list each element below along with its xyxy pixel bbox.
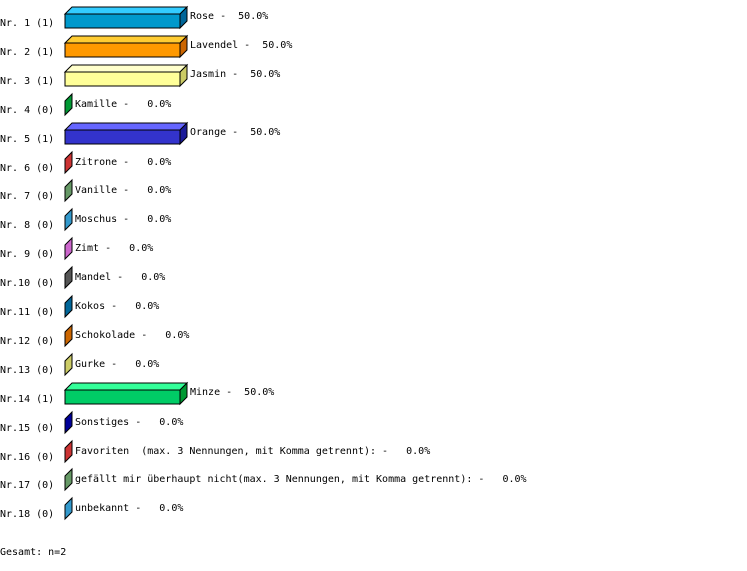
row-label: Nr.18 (0) xyxy=(0,509,54,520)
bar-side xyxy=(64,178,73,203)
row-label: Nr.13 (0) xyxy=(0,365,54,376)
bar-side xyxy=(64,92,73,117)
row-label: Nr. 3 (1) xyxy=(0,76,54,87)
row-label: Nr.17 (0) xyxy=(0,480,54,491)
bar-top xyxy=(63,382,189,391)
bar-side xyxy=(64,439,73,464)
bar-side xyxy=(64,410,73,435)
bar-side xyxy=(64,352,73,377)
bar-side xyxy=(64,236,73,261)
data-label: Rose - 50.0% xyxy=(190,11,268,22)
data-label: Sonstiges - 0.0% xyxy=(75,417,183,428)
bar-side xyxy=(179,381,188,406)
data-label: Schokolade - 0.0% xyxy=(75,330,189,341)
bar-side xyxy=(64,467,73,492)
bar-top xyxy=(63,122,189,131)
bar-side xyxy=(179,63,188,88)
bar-top xyxy=(63,35,189,44)
bar-top xyxy=(63,64,189,73)
row-label: Nr. 5 (1) xyxy=(0,134,54,145)
bar-side xyxy=(64,150,73,175)
data-label: Jasmin - 50.0% xyxy=(190,69,280,80)
bar-side xyxy=(179,5,188,30)
bar-front xyxy=(64,42,181,58)
bar-front xyxy=(64,129,181,145)
bar-side xyxy=(64,294,73,319)
bar-front xyxy=(64,389,181,405)
row-label: Nr. 2 (1) xyxy=(0,47,54,58)
bar-top xyxy=(63,6,189,15)
row-label: Nr.10 (0) xyxy=(0,278,54,289)
data-label: Lavendel - 50.0% xyxy=(190,40,292,51)
bar-side xyxy=(64,496,73,521)
row-label: Nr. 1 (1) xyxy=(0,18,54,29)
data-label: Zitrone - 0.0% xyxy=(75,157,171,168)
data-label: Favoriten (max. 3 Nennungen, mit Komma g… xyxy=(75,446,430,457)
row-label: Nr.15 (0) xyxy=(0,423,54,434)
row-label: Nr. 7 (0) xyxy=(0,191,54,202)
row-label: Nr. 9 (0) xyxy=(0,249,54,260)
data-label: Mandel - 0.0% xyxy=(75,272,165,283)
data-label: Vanille - 0.0% xyxy=(75,185,171,196)
bar-side xyxy=(64,265,73,290)
data-label: Gurke - 0.0% xyxy=(75,359,159,370)
total-label: Gesamt: n=2 xyxy=(0,547,67,558)
row-label: Nr.11 (0) xyxy=(0,307,54,318)
bar-side xyxy=(179,34,188,59)
bar-side xyxy=(64,323,73,348)
bar-front xyxy=(64,71,181,87)
row-label: Nr. 6 (0) xyxy=(0,163,54,174)
data-label: Moschus - 0.0% xyxy=(75,214,171,225)
bar-side xyxy=(179,121,188,146)
data-label: Kamille - 0.0% xyxy=(75,99,171,110)
data-label: Minze - 50.0% xyxy=(190,387,274,398)
bar-front xyxy=(64,13,181,29)
bar-side xyxy=(64,207,73,232)
data-label: Orange - 50.0% xyxy=(190,127,280,138)
row-label: Nr. 8 (0) xyxy=(0,220,54,231)
data-label: unbekannt - 0.0% xyxy=(75,503,183,514)
row-label: Nr.16 (0) xyxy=(0,452,54,463)
row-label: Nr.14 (1) xyxy=(0,394,54,405)
data-label: gefällt mir überhaupt nicht(max. 3 Nennu… xyxy=(75,474,527,485)
row-label: Nr. 4 (0) xyxy=(0,105,54,116)
row-label: Nr.12 (0) xyxy=(0,336,54,347)
data-label: Kokos - 0.0% xyxy=(75,301,159,312)
data-label: Zimt - 0.0% xyxy=(75,243,153,254)
